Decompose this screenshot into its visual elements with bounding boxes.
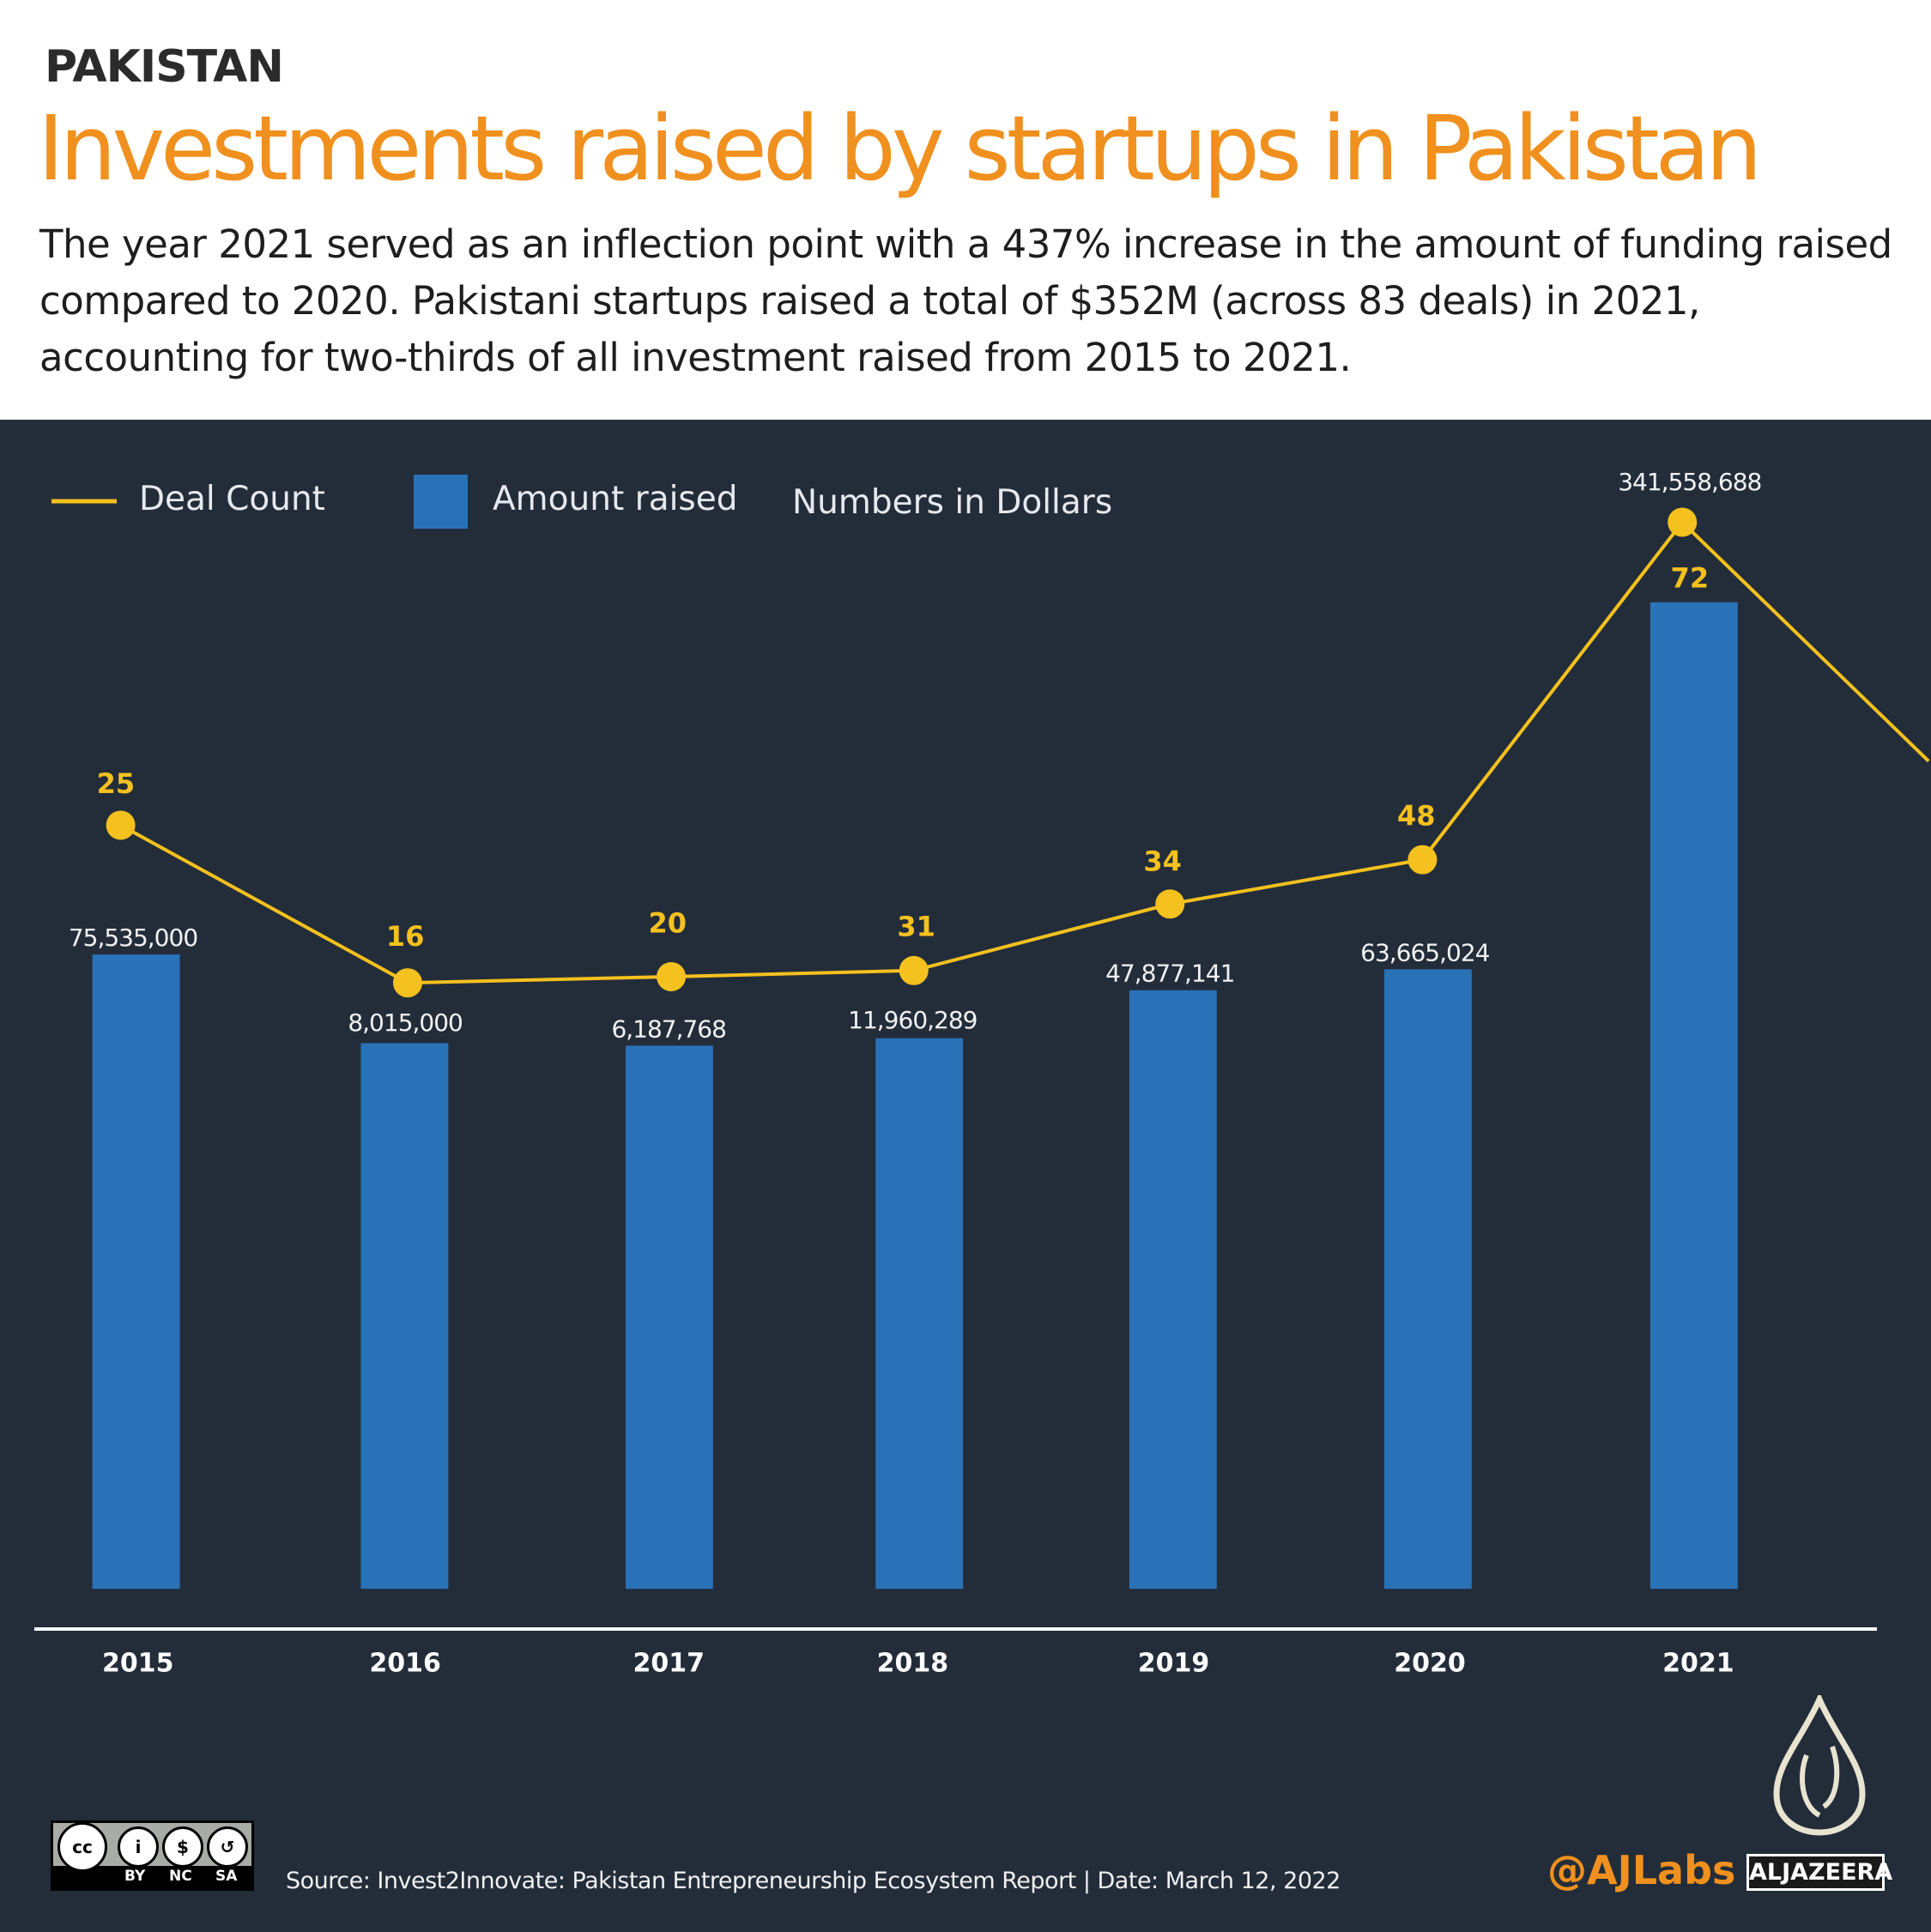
amount-label-2020: 63,665,024 (1360, 938, 1490, 966)
bar-2016 (360, 1043, 449, 1590)
deal-label-2020: 48 (1397, 799, 1436, 832)
nc-icon: $ (162, 1826, 203, 1868)
deal-point-2017 (657, 961, 687, 991)
bar-2021 (1650, 602, 1738, 1590)
chart-subtitle: The year 2021 served as an inflection po… (39, 221, 1892, 380)
deal-label-2016: 16 (386, 920, 425, 953)
deal-label-2021: 72 (1671, 561, 1710, 594)
deal-point-2016 (392, 968, 422, 998)
amount-label-2017: 6,187,768 (611, 1014, 726, 1043)
license-by: BY (124, 1868, 146, 1885)
x-tick-2019: 2019 (1138, 1648, 1210, 1678)
amount-label-2021: 341,558,688 (1618, 468, 1761, 496)
chart-title: Investments raised by startups in Pakist… (38, 96, 1762, 201)
deal-label-2015: 25 (97, 767, 136, 800)
kicker: PAKISTAN (45, 41, 284, 93)
units-note: Numbers in Dollars (792, 483, 1112, 522)
deal-point-2018 (899, 955, 929, 985)
x-tick-2018: 2018 (877, 1648, 949, 1678)
bar-2020 (1383, 969, 1472, 1590)
bar-2019 (1129, 990, 1217, 1590)
amount-label-2015: 75,535,000 (69, 924, 197, 952)
aljazeera-wordmark: ALJAZEERA (1746, 1854, 1892, 1891)
cc-icon: cc (58, 1822, 107, 1872)
x-tick-2021: 2021 (1662, 1648, 1734, 1678)
legend-amount-raised: Amount raised (493, 480, 738, 518)
source-text: Source: Invest2Innovate: Pakistan Entrep… (286, 1868, 1341, 1894)
amount-label-2018: 11,960,289 (848, 1006, 977, 1034)
sa-icon: ↺ (207, 1826, 248, 1868)
x-tick-2020: 2020 (1394, 1648, 1466, 1678)
license-nc: NC (169, 1868, 192, 1885)
by-icon: i (118, 1826, 159, 1868)
deal-point-2019 (1155, 889, 1185, 919)
cc-license-badge: cc i $ ↺ BY NC SA (51, 1820, 254, 1891)
ajlabs-handle: @AJLabs (1547, 1847, 1736, 1893)
deal-point-2020 (1407, 845, 1438, 875)
legend-bar-swatch (414, 475, 468, 529)
deal-label-2017: 20 (649, 906, 687, 939)
deal-label-2018: 31 (897, 911, 935, 943)
x-tick-2015: 2015 (102, 1648, 174, 1678)
amount-label-2019: 47,877,141 (1105, 960, 1234, 988)
bar-2018 (875, 1038, 964, 1590)
deal-count-line (119, 519, 1930, 985)
x-tick-2016: 2016 (369, 1648, 441, 1678)
chart-panel (0, 420, 1931, 1932)
amount-label-2016: 8,015,000 (348, 1008, 463, 1037)
x-tick-2017: 2017 (633, 1648, 705, 1678)
deal-point-2015 (106, 810, 136, 840)
deal-label-2019: 34 (1143, 845, 1182, 878)
aljazeera-logo-icon (1773, 1695, 1866, 1836)
deal-point-2021 (1668, 507, 1698, 537)
license-sa: SA (215, 1868, 238, 1885)
bar-2017 (625, 1045, 713, 1590)
bar-2015 (92, 954, 180, 1590)
legend-deal-count: Deal Count (139, 480, 325, 518)
